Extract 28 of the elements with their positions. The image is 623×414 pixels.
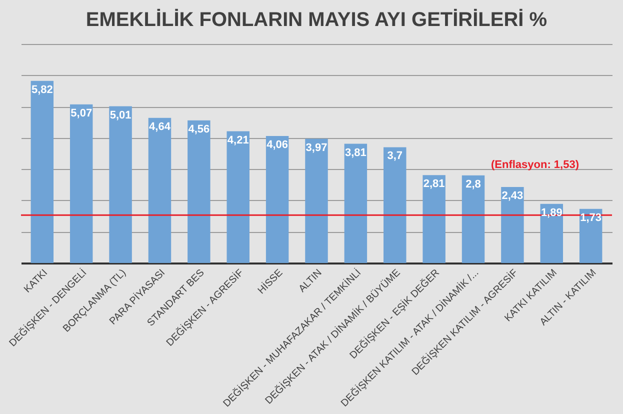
data-label: 5,07 bbox=[70, 107, 92, 120]
data-label: 3,81 bbox=[344, 146, 366, 159]
data-label: 4,06 bbox=[266, 138, 288, 151]
data-label: 3,7 bbox=[387, 150, 403, 162]
data-label: 5,82 bbox=[31, 84, 53, 96]
bar bbox=[109, 106, 132, 263]
data-label: 4,64 bbox=[149, 120, 172, 133]
bar bbox=[305, 138, 328, 263]
data-label: 4,21 bbox=[227, 134, 249, 146]
data-label: 5,01 bbox=[110, 109, 132, 122]
bar bbox=[266, 136, 289, 263]
chart-title: EMEKLİLİK FONLARIN MAYIS AYI GETİRİLERİ % bbox=[86, 8, 548, 31]
bar bbox=[462, 175, 485, 263]
ref-line-label: (Enflasyon: 1,53) bbox=[490, 159, 580, 172]
bar bbox=[501, 186, 524, 263]
bar bbox=[70, 104, 93, 263]
data-label: 2,43 bbox=[502, 190, 524, 202]
data-label: 3,97 bbox=[306, 142, 328, 154]
bar bbox=[30, 80, 54, 263]
bar bbox=[422, 175, 446, 263]
data-label: 2,81 bbox=[423, 178, 445, 190]
bar bbox=[148, 118, 172, 263]
bar bbox=[188, 120, 210, 263]
bar bbox=[384, 147, 406, 263]
bar bbox=[344, 144, 368, 263]
data-label: 4,56 bbox=[188, 123, 210, 136]
data-label: 2,8 bbox=[466, 178, 481, 190]
bar bbox=[226, 131, 250, 263]
